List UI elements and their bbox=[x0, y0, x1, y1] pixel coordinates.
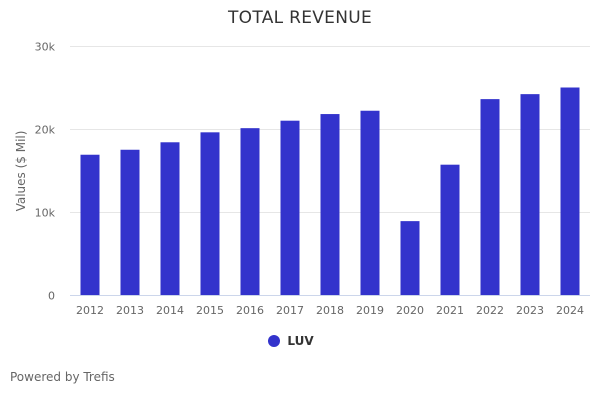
x-tick-label: 2017 bbox=[276, 304, 304, 317]
legend[interactable]: LUV bbox=[0, 334, 600, 348]
y-tick-label: 10k bbox=[35, 207, 56, 220]
bar-2017[interactable] bbox=[280, 120, 300, 295]
x-tick-label: 2016 bbox=[236, 304, 264, 317]
legend-marker-icon bbox=[268, 335, 281, 347]
y-tick-label: 30k bbox=[35, 41, 56, 54]
bar-2018[interactable] bbox=[320, 114, 340, 295]
bar-2023[interactable] bbox=[520, 94, 540, 295]
bar-2022[interactable] bbox=[480, 99, 500, 296]
y-axis-label: Values ($ Mil) bbox=[14, 131, 28, 212]
x-tick-label: 2013 bbox=[116, 304, 144, 317]
bar-2014[interactable] bbox=[160, 142, 180, 295]
x-tick-label: 2015 bbox=[196, 304, 224, 317]
bar-2020[interactable] bbox=[400, 221, 420, 295]
y-tick-label: 0 bbox=[48, 290, 55, 303]
x-tick-label: 2024 bbox=[556, 304, 584, 317]
bars bbox=[80, 87, 580, 296]
x-tick-label: 2019 bbox=[356, 304, 384, 317]
x-tick-label: 2022 bbox=[476, 304, 504, 317]
x-tick-label: 2023 bbox=[516, 304, 544, 317]
bar-2016[interactable] bbox=[240, 128, 260, 295]
chart-title: TOTAL REVENUE bbox=[227, 8, 373, 28]
x-axis-ticks: 2012 2013 2014 2015 2016 2017 2018 2019 2020 2021… bbox=[76, 304, 584, 317]
x-tick-label: 2018 bbox=[316, 304, 344, 317]
x-tick-label: 2020 bbox=[396, 304, 424, 317]
bar-2015[interactable] bbox=[200, 132, 220, 295]
legend-label: LUV bbox=[287, 334, 314, 348]
powered-by-credit[interactable]: Powered by Trefis bbox=[10, 370, 115, 384]
bar-2024[interactable] bbox=[560, 87, 580, 296]
bar-2019[interactable] bbox=[360, 110, 380, 296]
x-tick-label: 2012 bbox=[76, 304, 104, 317]
x-tick-label: 2021 bbox=[436, 304, 464, 317]
bar-2021[interactable] bbox=[440, 164, 460, 295]
bar-2012[interactable] bbox=[80, 154, 100, 295]
bar-2013[interactable] bbox=[120, 149, 140, 295]
x-tick-label: 2014 bbox=[156, 304, 184, 317]
y-axis-ticks: 0 10k 20k 30k bbox=[35, 41, 56, 303]
y-tick-label: 20k bbox=[35, 124, 56, 137]
